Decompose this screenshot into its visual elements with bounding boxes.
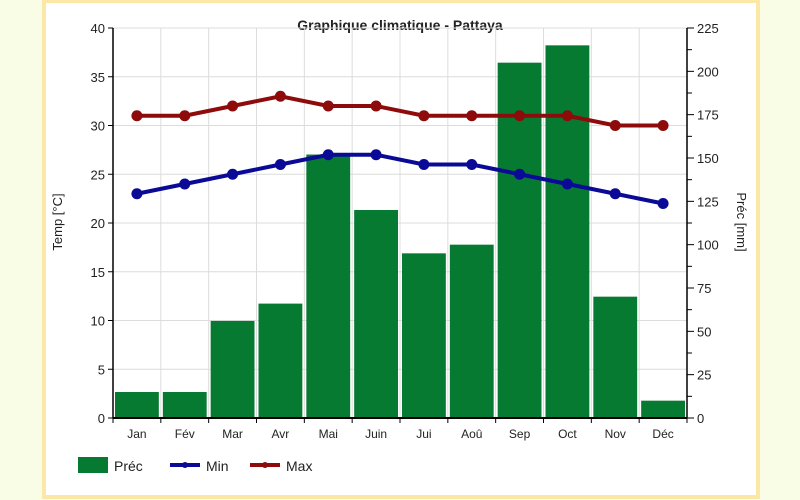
tick-label-right: 175: [697, 108, 719, 123]
chart-card: [42, 0, 760, 499]
x-tick-label: Oct: [558, 427, 577, 441]
point-Min-Déc: [657, 198, 669, 209]
bar-Mar: [210, 320, 255, 418]
point-Min-Jan: [131, 188, 143, 200]
bar-Avr: [258, 303, 303, 418]
tick-label-left: 30: [91, 119, 105, 134]
point-Min-Juin: [370, 149, 382, 161]
point-Max-Fév: [179, 110, 191, 122]
y-axis-right-label: Préc [mm]: [734, 192, 749, 251]
point-Max-Aoû: [466, 110, 478, 122]
point-Max-Mai: [322, 100, 334, 112]
bar-Nov: [593, 296, 638, 418]
legend-swatch-Préc: [78, 457, 108, 473]
x-tick-label: Avr: [272, 427, 290, 441]
x-tick-label: Fév: [175, 427, 195, 441]
point-Min-Aoû: [466, 159, 478, 170]
tick-label-left: 0: [98, 411, 105, 426]
bar-Jui: [402, 253, 446, 418]
tick-label-right: 225: [697, 21, 719, 36]
line-Max: [136, 94, 664, 128]
point-Min-Jui: [418, 159, 430, 170]
x-tick-label: Mai: [319, 427, 338, 441]
point-Max-Mar: [227, 100, 239, 112]
tick-label-right: 75: [697, 281, 711, 296]
point-Min-Nov: [609, 188, 621, 200]
line-Min: [136, 152, 664, 206]
tick-label-right: 50: [697, 324, 711, 339]
legend-label-Min: Min: [206, 458, 229, 474]
tick-label-right: 200: [697, 64, 719, 79]
tick-label-right: 100: [697, 238, 719, 253]
x-tick-label: Sep: [509, 427, 531, 441]
tick-label-left: 25: [91, 167, 105, 182]
point-Max-Sep: [514, 110, 526, 122]
x-tick-label: Déc: [652, 427, 673, 441]
tick-label-right: 25: [697, 368, 711, 383]
point-Min-Fév: [179, 178, 191, 190]
x-tick-label: Nov: [605, 427, 626, 441]
tick-label-left: 5: [98, 362, 105, 377]
x-tick-label: Juin: [365, 427, 387, 441]
bar-Déc: [641, 400, 685, 418]
point-Min-Oct: [561, 178, 573, 190]
point-Max-Avr: [274, 90, 286, 102]
tick-label-right: 0: [697, 411, 704, 426]
point-Max-Juin: [370, 100, 382, 112]
bar-Juin: [354, 210, 398, 418]
legend-marker-Max: [262, 462, 268, 468]
tick-label-right: 150: [697, 151, 719, 166]
x-tick-label: Mar: [222, 427, 243, 441]
tick-label-left: 20: [91, 216, 105, 231]
point-Max-Oct: [561, 110, 573, 122]
point-Max-Nov: [609, 120, 621, 131]
y-axis-left-label: Temp [°C]: [50, 193, 65, 250]
point-Min-Sep: [514, 168, 526, 180]
bar-Sep: [497, 62, 542, 419]
point-Min-Mai: [322, 149, 334, 161]
legend-label-Max: Max: [286, 458, 312, 474]
x-tick-label: Jan: [127, 427, 146, 441]
point-Max-Déc: [657, 120, 669, 131]
tick-label-right: 125: [697, 194, 719, 209]
chart-title: Graphique climatique - Pattaya: [297, 17, 503, 33]
tick-label-left: 15: [91, 265, 105, 280]
tick-label-left: 35: [91, 70, 105, 85]
bar-Jan: [115, 392, 159, 418]
point-Min-Mar: [227, 168, 239, 180]
x-tick-label: Jui: [416, 427, 431, 441]
legend-marker-Min: [182, 462, 188, 468]
point-Max-Jan: [131, 110, 143, 122]
tick-label-left: 10: [91, 314, 105, 329]
point-Max-Jui: [418, 110, 430, 122]
bar-Aoû: [449, 244, 494, 418]
point-Min-Avr: [274, 159, 286, 170]
legend-label-Préc: Préc: [114, 458, 143, 474]
tick-label-left: 40: [91, 21, 105, 36]
x-tick-label: Aoû: [461, 427, 482, 441]
bar-Fév: [162, 392, 207, 418]
bar-Mai: [306, 154, 351, 419]
bar-Oct: [545, 45, 590, 418]
